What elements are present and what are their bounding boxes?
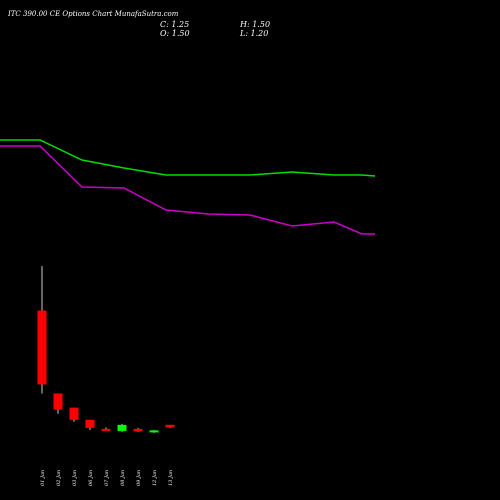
x-tick-label: 01 Jan [40, 470, 46, 486]
x-tick-label: 06 Jan [88, 470, 94, 486]
high-label: H: 1.50 [240, 20, 271, 29]
close-label: C: 1.25 [160, 20, 190, 29]
x-tick-label: 03 Jan [72, 470, 78, 486]
candle-body [149, 430, 159, 433]
low-label: L: 1.20 [240, 29, 269, 38]
candle-body [165, 424, 175, 428]
x-tick-label: 13 Jan [168, 470, 174, 486]
open-label: O: 1.50 [160, 29, 190, 38]
x-tick-label: 02 Jan [56, 470, 62, 486]
candle-body [133, 428, 143, 432]
x-tick-label: 12 Jan [152, 470, 158, 486]
candle-body [37, 310, 47, 385]
candle-body [85, 419, 95, 428]
overlay-line-2 [0, 145, 375, 235]
candle-body [69, 407, 79, 420]
candle-body [53, 393, 63, 410]
x-tick-label: 09 Jan [136, 470, 142, 486]
x-tick-label: 07 Jan [104, 470, 110, 486]
chart-title: ITC 390.00 CE Options Chart MunafaSutra.… [8, 10, 179, 18]
candle-body [117, 424, 127, 431]
x-tick-label: 08 Jan [120, 470, 126, 486]
overlay-line-1 [0, 139, 376, 177]
candle-body [101, 428, 111, 431]
